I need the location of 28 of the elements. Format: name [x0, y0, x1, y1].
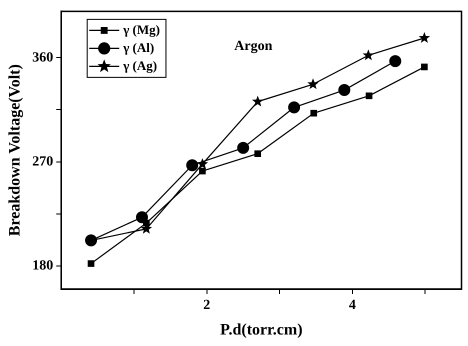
- annotation: Argon: [234, 39, 273, 54]
- y-axis-title: Breakdown Voltage(Volt): [6, 64, 24, 236]
- point: [88, 260, 94, 267]
- legend-label: γ (Mg): [122, 22, 160, 37]
- point: [196, 158, 208, 169]
- point: [307, 78, 319, 90]
- point: [310, 110, 318, 117]
- point: [252, 96, 264, 106]
- y-tick-label: 270: [32, 154, 54, 170]
- legend-label: γ (Al): [122, 40, 154, 55]
- legend-label: γ (Ag): [122, 58, 158, 73]
- point: [418, 32, 430, 43]
- point: [366, 92, 372, 100]
- point: [237, 142, 250, 154]
- point: [186, 159, 198, 172]
- point: [421, 64, 428, 70]
- y-tick-label: 360: [32, 50, 54, 66]
- point: [389, 55, 402, 68]
- point: [338, 84, 350, 96]
- point: [136, 211, 148, 224]
- point: [254, 150, 262, 157]
- point: [288, 101, 300, 114]
- x-tick-label: 4: [348, 298, 356, 314]
- point: [199, 168, 206, 174]
- x-tick-label: 2: [203, 298, 210, 314]
- y-tick-label: 180: [32, 258, 54, 274]
- point: [362, 49, 374, 60]
- x-axis-title: P.d(torr.cm): [220, 322, 303, 339]
